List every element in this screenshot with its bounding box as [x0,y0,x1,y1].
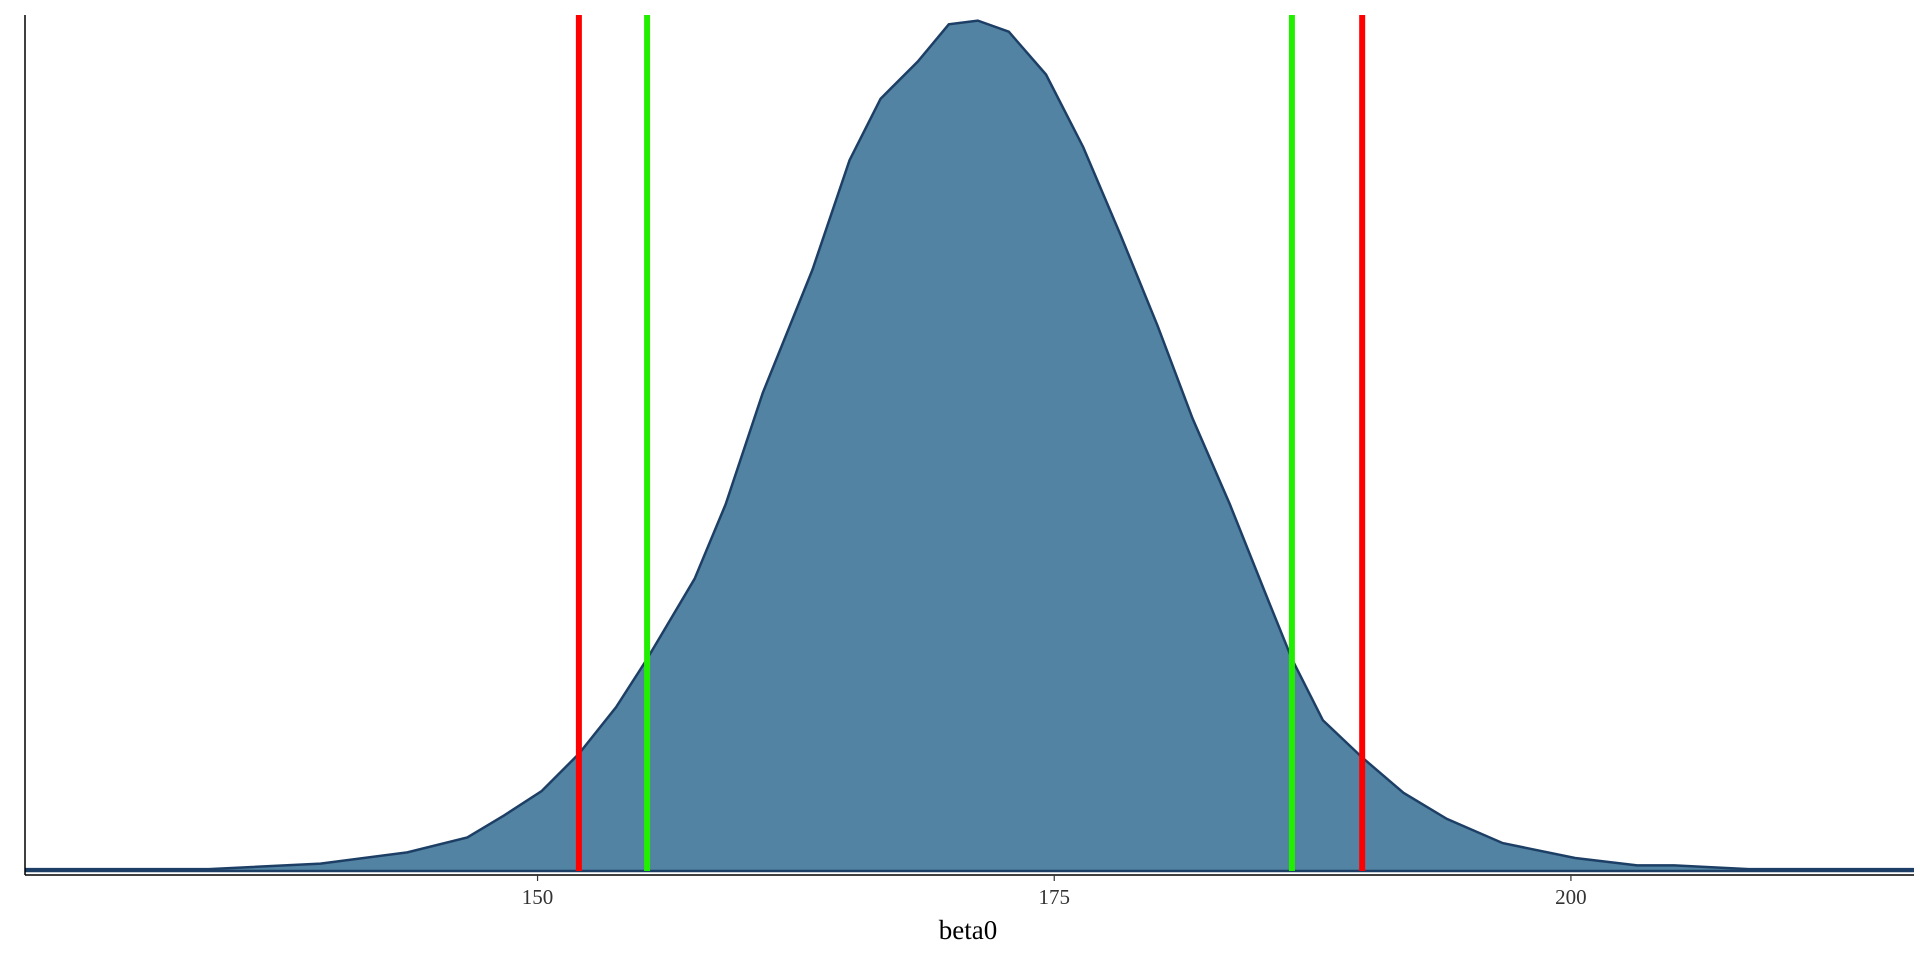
density-area [25,20,1914,872]
density-line [25,19,1914,871]
x-tick-label: 200 [1555,885,1587,909]
x-tick-label: 150 [522,885,554,909]
x-tick-label: 175 [1038,885,1070,909]
x-axis-title: beta0 [939,915,997,945]
